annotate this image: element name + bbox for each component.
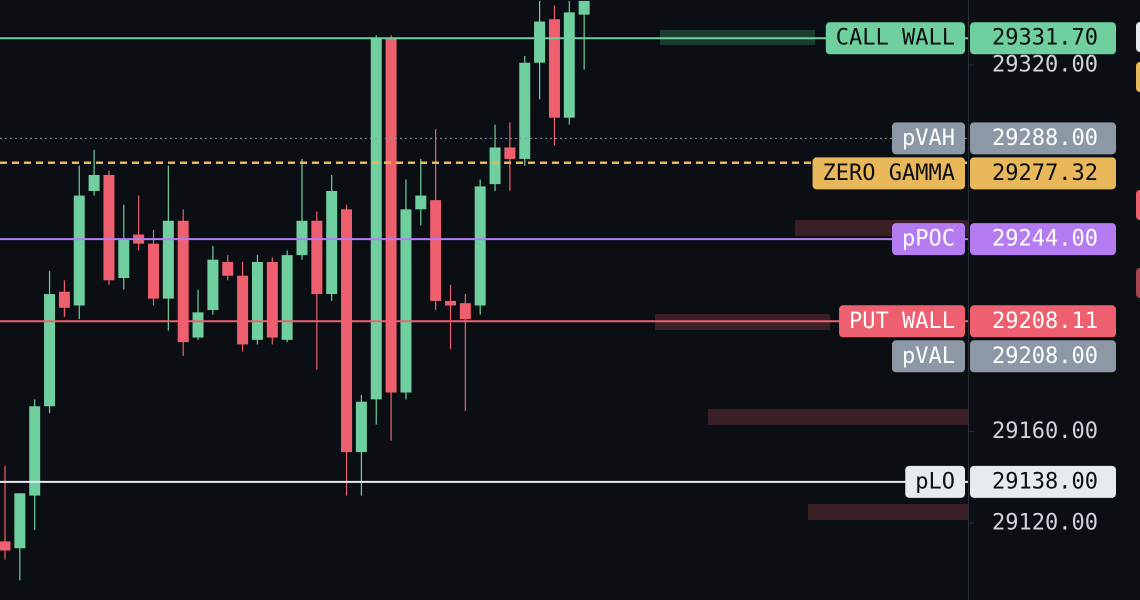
candle-body [103, 174, 115, 281]
name-label: pVAL [902, 344, 955, 369]
candle-body [162, 220, 174, 299]
name-label: ZERO GAMMA [823, 161, 955, 186]
name-label: PUT WALL [849, 309, 955, 334]
candle-body [222, 261, 234, 276]
value-label-box [970, 122, 1116, 155]
name-label-box [892, 122, 965, 155]
name-label: CALL WALL [836, 26, 955, 51]
name-label-box [839, 305, 965, 338]
value-label: 29138.00 [992, 469, 1098, 494]
candle-body [311, 220, 323, 295]
edge-chip [1136, 62, 1140, 92]
candle-body [88, 174, 100, 191]
candle-body [44, 294, 56, 407]
edge-chip [1136, 268, 1140, 298]
value-label: 29277.32 [992, 161, 1098, 186]
value-label: 29331.70 [992, 26, 1098, 51]
candle-body [73, 195, 85, 306]
candle-body [370, 37, 382, 400]
value-label-box [970, 22, 1116, 55]
candle-body [192, 312, 204, 338]
y-tick-label: 29120.00 [992, 511, 1098, 536]
value-label-box [970, 223, 1116, 256]
name-label-box [905, 465, 965, 498]
candle-body [148, 243, 159, 299]
candle-body [563, 12, 575, 118]
candle-body [355, 401, 367, 453]
candle-body [474, 186, 486, 306]
name-label: pLO [915, 469, 955, 494]
candle-body [548, 19, 560, 118]
edge-chip [1136, 190, 1140, 220]
value-label: 29208.00 [992, 344, 1098, 369]
candle-body [14, 493, 26, 549]
plot-area [0, 0, 968, 581]
candle-body [296, 220, 308, 256]
candle-body [266, 261, 278, 338]
candle-body [385, 37, 397, 393]
candle-body [445, 300, 456, 306]
y-tick-label: 29320.00 [992, 53, 1098, 78]
candle-body [489, 147, 501, 185]
candle-body [326, 190, 338, 295]
candle-body [534, 21, 546, 63]
value-label-box [970, 305, 1116, 338]
zone [808, 504, 968, 520]
candle-body [504, 147, 516, 159]
name-label-box [892, 223, 965, 256]
name-label-box [812, 157, 965, 190]
zone [708, 409, 968, 425]
candle-body [251, 261, 263, 340]
candle-body [341, 209, 353, 453]
candle-body [58, 291, 70, 308]
value-label-box [970, 157, 1116, 190]
candle-body [0, 541, 11, 551]
name-label-box [892, 340, 965, 373]
value-label: 29288.00 [992, 126, 1098, 151]
value-label: 29208.11 [992, 309, 1098, 334]
name-label-box [825, 22, 965, 55]
candle-body [578, 0, 590, 15]
candle-body [29, 406, 41, 496]
y-tick-label: 29160.00 [992, 419, 1098, 444]
name-label: pVAH [902, 126, 955, 151]
candle-body [207, 259, 219, 311]
candle-body [237, 275, 249, 345]
candle-body [400, 209, 412, 393]
value-label-box [970, 465, 1116, 498]
candle-body [118, 239, 130, 279]
candle-body [519, 62, 531, 159]
candle-body [177, 220, 189, 343]
candle-body [415, 195, 427, 210]
candle-body [459, 303, 471, 320]
value-label-box [970, 340, 1116, 373]
value-label: 29244.00 [992, 227, 1098, 252]
edge-chip [1136, 22, 1140, 52]
candle-body [430, 200, 442, 301]
name-label: pPOC [902, 227, 955, 252]
candle-body [281, 255, 293, 340]
